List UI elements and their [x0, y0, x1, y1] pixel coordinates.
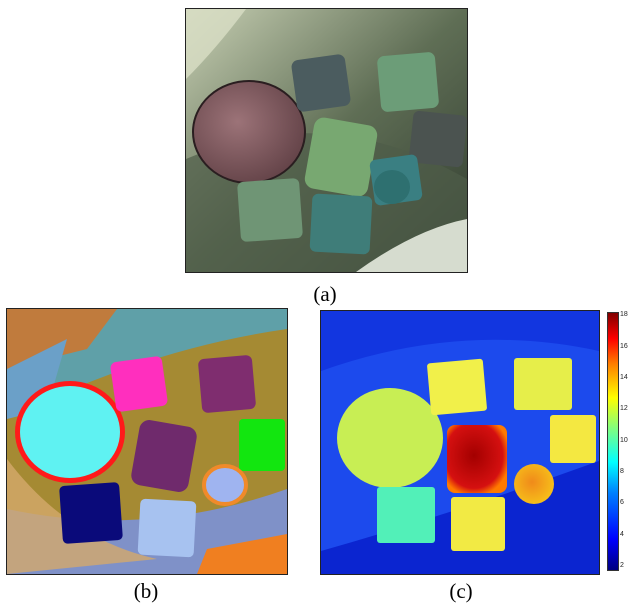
heatmap-image [321, 311, 599, 574]
colorbar-tick-6: 6 [620, 499, 624, 506]
colorbar-tick-10: 10 [620, 437, 628, 444]
caption-b: (b) [133, 579, 159, 603]
segmentation-map [7, 309, 287, 574]
colorbar-tick-12: 12 [620, 405, 628, 412]
heatmap-panel-c [320, 310, 600, 575]
colorbar-tick-8: 8 [620, 468, 624, 475]
photo-panel-a [185, 8, 468, 273]
colorbar-tick-18: 18 [620, 311, 628, 318]
colorbar-tick-2: 2 [620, 562, 624, 569]
colorbar-tick-14: 14 [620, 374, 628, 381]
segmentation-panel-b [6, 308, 288, 575]
caption-a: (a) [313, 282, 337, 306]
colorbar [607, 312, 619, 571]
caption-c: (c) [449, 579, 473, 603]
colorbar-tick-16: 16 [620, 343, 628, 350]
photo-scene [186, 9, 467, 272]
colorbar-tick-4: 4 [620, 531, 624, 538]
